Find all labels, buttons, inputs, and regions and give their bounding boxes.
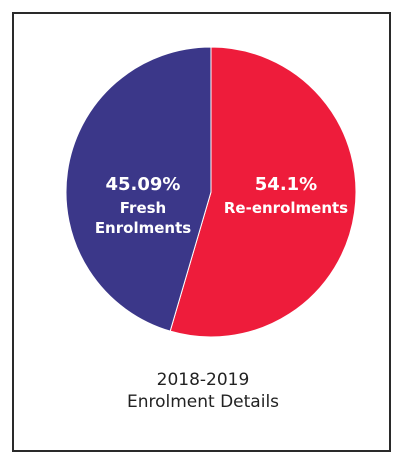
pie-chart: 45.09% Fresh Enrolments 54.1% Re-enrolme… [65, 46, 357, 338]
pie-slice-fresh-enrolments [65, 46, 212, 332]
re-enrolments-percent-label: 54.1% [255, 174, 317, 195]
fresh-name-line2: Enrolments [95, 219, 191, 237]
chart-subtitle: Enrolment Details [126, 392, 280, 412]
re-enrolments-name-line1: Re-enrolments [224, 199, 348, 217]
pie-slice-re-enrolments [169, 46, 357, 338]
fresh-name-line1: Fresh [120, 199, 166, 217]
fresh-percent-label: 45.09% [106, 174, 181, 195]
chart-title: 2018-2019 [156, 370, 250, 390]
